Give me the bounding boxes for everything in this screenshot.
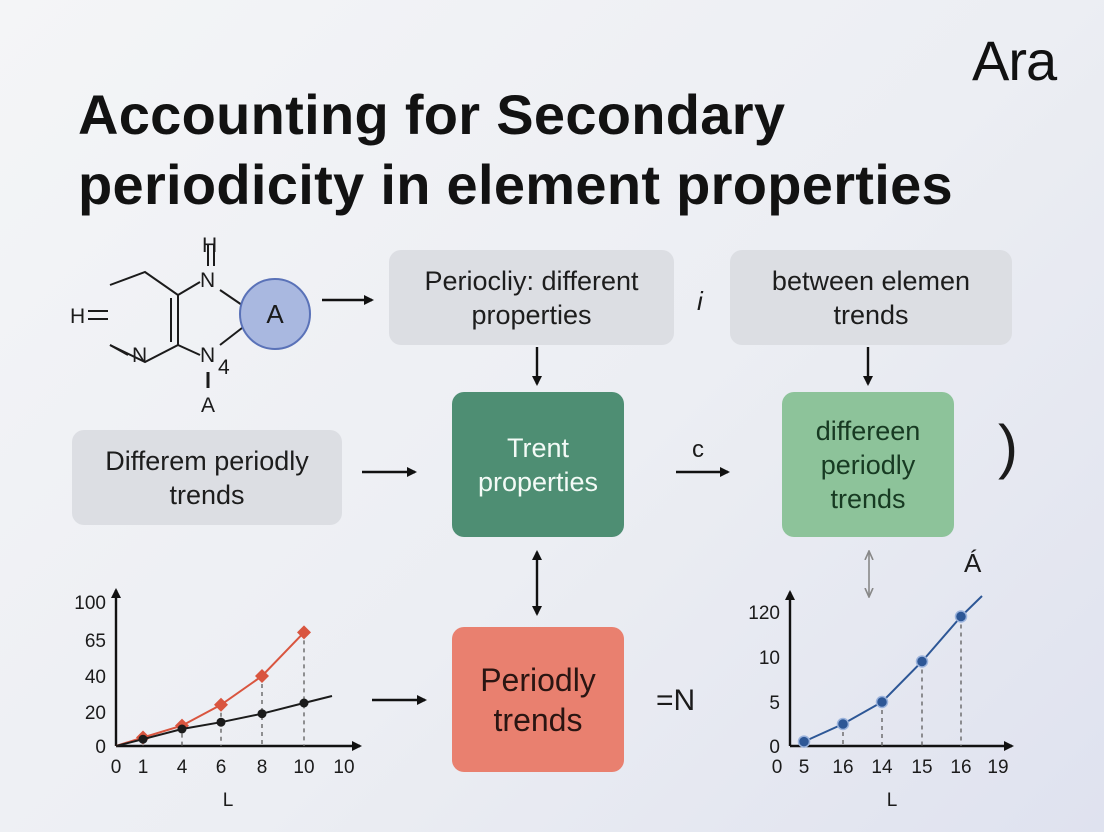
atom-n-bottom-left: N [132, 344, 147, 367]
data-point [214, 697, 228, 712]
bond-n-left [109, 344, 129, 356]
box-mid-left: Differem periodly trends [72, 430, 342, 525]
box-mid-left-line-1: Differem periodly [105, 445, 309, 476]
y-tick-label: 5 [769, 693, 780, 714]
atom-n-bottom-right: N [200, 344, 215, 367]
data-point [297, 625, 311, 640]
right-paren: ) [998, 413, 1018, 480]
y-tick-label: 0 [769, 737, 780, 758]
y-tick-label: 120 [748, 603, 780, 624]
box-top-right: between elemen trends [730, 250, 1012, 345]
y-tick-label: 65 [85, 631, 106, 652]
c-mark: c [692, 436, 704, 463]
x-tick-label: 5 [799, 757, 810, 778]
data-point [299, 698, 309, 708]
box-mid-left-line-2: trends [169, 479, 245, 510]
x-tick-label: 19 [987, 757, 1008, 778]
box-mid-right-line-3: trends [830, 483, 906, 514]
ring-bond-bottom [177, 344, 201, 356]
circle-node-label: A [266, 299, 284, 329]
box-top-center: Periocliy: different properties [389, 250, 674, 345]
box-top-center-line-1: Periocliy: different [424, 265, 639, 296]
y-tick-label: 20 [85, 703, 106, 724]
box-center-line-1: Trent [506, 432, 569, 463]
box-mid-right-line-2: periodly [820, 449, 916, 480]
box-top-right-line-2: trends [833, 299, 909, 330]
atom-h-top: H [202, 234, 217, 257]
x-axis-label: L [887, 790, 898, 811]
x-tick-label: 14 [871, 757, 893, 778]
data-point [915, 655, 929, 668]
y-tick-label: 0 [95, 737, 106, 758]
ring-left-bonds [109, 270, 179, 364]
page-title: Accounting for Secondary periodicity in … [78, 80, 1018, 220]
box-mid-right-line-1: differeen [815, 415, 921, 446]
x-tick-label: 4 [177, 757, 188, 778]
molecule-diagram [88, 245, 243, 388]
atom-h-left: H [70, 305, 85, 328]
data-point [836, 717, 850, 731]
x-axis-label: L [223, 790, 234, 811]
x-tick-label: 1 [138, 757, 149, 778]
box-top-right-line-1: between elemen [771, 265, 971, 296]
data-point [257, 709, 267, 719]
x-tick-label: 0 [111, 757, 122, 778]
box-bottom-center: Periodly trends [452, 627, 624, 772]
atom-n-top: N [200, 269, 215, 292]
i-mark: i [697, 286, 703, 316]
x-tick-label: 10 [333, 757, 354, 778]
box-center: Trent properties [452, 392, 624, 537]
data-point [797, 735, 811, 748]
a-accent-label: Á [964, 548, 982, 578]
data-point [216, 717, 226, 727]
data-point [255, 669, 269, 683]
box-bottom-center-line-2: trends [493, 701, 583, 738]
brand-logo: Ara [972, 29, 1057, 92]
circle-node-a [239, 278, 311, 350]
x-tick-label: 6 [216, 757, 227, 778]
ring-bond-top [177, 281, 201, 296]
y-tick-label: 40 [85, 667, 106, 688]
double-bond-left [88, 310, 108, 320]
double-bond-top [207, 245, 215, 266]
data-point [138, 734, 148, 744]
atom-a-below: A [201, 394, 215, 417]
y-tick-label: 10 [759, 648, 780, 669]
x-tick-label: 15 [911, 757, 932, 778]
box-top-center-line-2: properties [471, 299, 592, 330]
series-line [115, 631, 305, 747]
box-bottom-center-line-1: Periodly [480, 661, 596, 698]
atom-subscript: 4 [218, 356, 230, 379]
title-line-2: periodicity in element properties [78, 153, 954, 216]
x-tick-label: 10 [293, 757, 314, 778]
data-point [177, 724, 187, 734]
x-tick-label: 16 [950, 757, 971, 778]
data-point [875, 695, 889, 709]
x-tick-label: 0 [772, 757, 783, 778]
x-tick-label: 16 [832, 757, 853, 778]
box-center-line-2: properties [477, 466, 599, 497]
box-mid-right: differeen periodly trends [782, 392, 954, 537]
bond-n-circle-bottom [219, 327, 243, 346]
y-tick-label: 100 [74, 593, 106, 614]
x-tick-label: 8 [257, 757, 268, 778]
eq-n-label: =N [656, 684, 696, 717]
title-line-1: Accounting for Secondary [78, 83, 786, 146]
bond-n-circle-top [219, 289, 243, 306]
data-point [954, 610, 968, 623]
